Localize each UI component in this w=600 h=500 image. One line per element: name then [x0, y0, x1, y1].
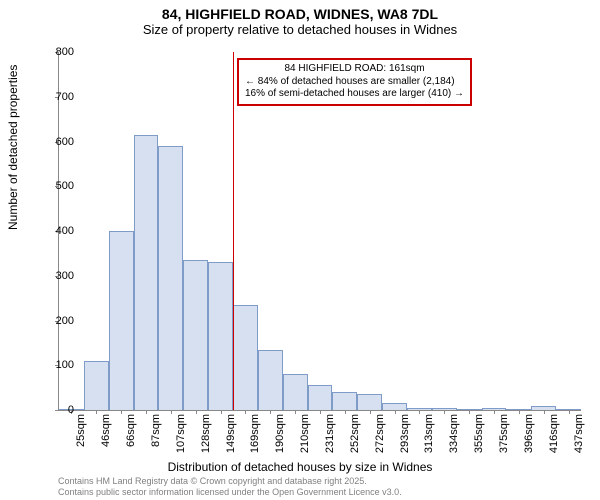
x-tick-label: 210sqm [299, 414, 311, 453]
x-tick-label: 128sqm [200, 414, 212, 453]
x-tick-label: 190sqm [274, 414, 286, 453]
x-tick-label: 169sqm [249, 414, 261, 453]
y-tick-label: 700 [56, 91, 74, 103]
y-tick-label: 800 [56, 46, 74, 58]
histogram-bar [332, 392, 357, 410]
chart-title: 84, HIGHFIELD ROAD, WIDNES, WA8 7DL [0, 0, 600, 22]
attribution-line: Contains HM Land Registry data © Crown c… [58, 476, 402, 487]
x-tick-label: 87sqm [150, 414, 162, 447]
histogram-bar [109, 231, 134, 410]
y-tick-label: 0 [68, 404, 74, 416]
histogram-bar [134, 135, 159, 410]
histogram-bar [233, 305, 258, 410]
plot-region: 25sqm46sqm66sqm87sqm107sqm128sqm149sqm16… [58, 52, 581, 411]
y-tick-label: 400 [56, 225, 74, 237]
histogram-bar [158, 146, 183, 410]
y-tick-label: 300 [56, 270, 74, 282]
histogram-bar [84, 361, 109, 410]
attribution: Contains HM Land Registry data © Crown c… [58, 476, 402, 498]
x-tick-label: 355sqm [473, 414, 485, 453]
annotation-box: 84 HIGHFIELD ROAD: 161sqm← 84% of detach… [237, 58, 472, 106]
y-tick-label: 500 [56, 180, 74, 192]
x-tick-label: 437sqm [573, 414, 585, 453]
x-tick-label: 272sqm [374, 414, 386, 453]
x-tick-label: 334sqm [448, 414, 460, 453]
reference-line [233, 52, 234, 410]
chart-subtitle: Size of property relative to detached ho… [0, 22, 600, 37]
y-tick-label: 100 [56, 359, 74, 371]
chart-container: 84, HIGHFIELD ROAD, WIDNES, WA8 7DL Size… [0, 0, 600, 500]
x-tick-label: 149sqm [225, 414, 237, 453]
histogram-bar [258, 350, 283, 410]
x-tick-label: 375sqm [498, 414, 510, 453]
x-tick-label: 313sqm [423, 414, 435, 453]
x-tick-label: 107sqm [175, 414, 187, 453]
histogram-bar [208, 262, 233, 410]
x-tick-label: 46sqm [100, 414, 112, 447]
y-tick-label: 200 [56, 315, 74, 327]
y-tick-label: 600 [56, 136, 74, 148]
x-axis-label: Distribution of detached houses by size … [0, 460, 600, 474]
histogram-bar [283, 374, 308, 410]
x-tick-label: 66sqm [125, 414, 137, 447]
x-tick-label: 25sqm [75, 414, 87, 447]
histogram-bar [308, 385, 333, 410]
x-tick-label: 231sqm [324, 414, 336, 453]
x-tick-label: 396sqm [523, 414, 535, 453]
attribution-line: Contains public sector information licen… [58, 487, 402, 498]
annotation-line: 84 HIGHFIELD ROAD: 161sqm [245, 63, 464, 76]
x-tick-label: 293sqm [399, 414, 411, 453]
histogram-bar [357, 394, 382, 410]
chart-area: 25sqm46sqm66sqm87sqm107sqm128sqm149sqm16… [58, 52, 580, 410]
x-tick-label: 252sqm [349, 414, 361, 453]
histogram-bar [183, 260, 208, 410]
histogram-bar [382, 403, 407, 410]
annotation-line: ← 84% of detached houses are smaller (2,… [245, 76, 464, 89]
annotation-line: 16% of semi-detached houses are larger (… [245, 88, 464, 101]
x-tick-label: 416sqm [548, 414, 560, 453]
y-axis-label: Number of detached properties [6, 65, 20, 230]
